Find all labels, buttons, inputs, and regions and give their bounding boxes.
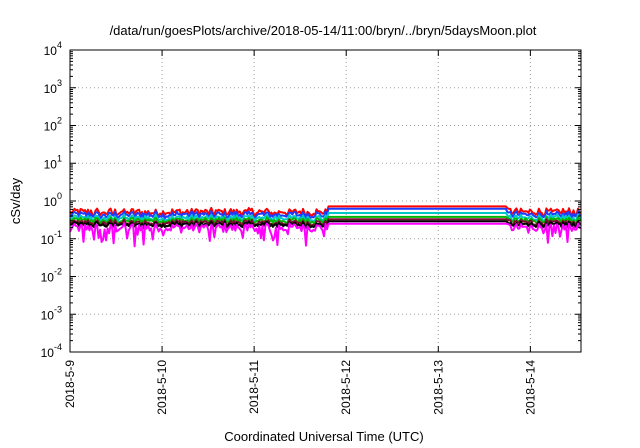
y-tick-exponent: 3 (57, 78, 62, 88)
y-tick-label: 100 (44, 191, 62, 209)
y-tick-exponent: 4 (57, 40, 62, 50)
y-tick-base: 10 (44, 44, 58, 58)
y-tick-base: 10 (41, 233, 55, 247)
y-tick-label: 10-1 (41, 229, 62, 247)
series-group (69, 205, 582, 248)
y-tick-label: 10-4 (41, 342, 62, 360)
series-line (69, 218, 581, 229)
ticks (69, 49, 581, 353)
x-tick-label: 2018-5-9 (63, 360, 77, 408)
y-tick-exponent: -3 (54, 304, 62, 314)
x-tick-label: 2018-5-12 (339, 360, 353, 415)
x-tick-label: 2018-5-11 (247, 360, 261, 414)
y-tick-exponent: 2 (57, 116, 62, 126)
y-tick-label: 104 (44, 40, 62, 58)
y-tick-label: 102 (44, 116, 62, 134)
grid (70, 50, 581, 352)
y-tick-label: 101 (44, 153, 62, 171)
y-tick-base: 10 (41, 271, 55, 285)
y-tick-base: 10 (41, 346, 55, 360)
y-axis-label: cSv/day (8, 177, 23, 224)
y-tick-label: 10-3 (41, 304, 62, 322)
y-tick-exponent: -1 (54, 229, 62, 239)
y-tick-base: 10 (44, 82, 58, 96)
y-tick-exponent: -2 (54, 267, 62, 277)
y-tick-exponent: 1 (57, 153, 62, 163)
x-tick-label: 2018-5-10 (155, 360, 169, 415)
series-line (69, 207, 582, 220)
series-line (69, 222, 582, 248)
y-tick-exponent: -4 (54, 342, 62, 352)
y-tick-exponent: 0 (57, 191, 62, 201)
series-line (69, 215, 582, 227)
x-tick-label: 2018-5-14 (523, 360, 537, 415)
y-tick-label: 10-2 (41, 267, 62, 285)
y-tick-base: 10 (44, 195, 58, 209)
y-tick-base: 10 (41, 308, 55, 322)
x-axis-label: Coordinated Universal Time (UTC) (224, 429, 423, 444)
y-tick-base: 10 (44, 120, 58, 134)
x-tick-label: 2018-5-13 (431, 360, 445, 415)
chart-title: /data/run/goesPlots/archive/2018-05-14/1… (110, 23, 537, 38)
y-tick-label: 103 (44, 78, 62, 96)
x-tick-labels: 2018-5-9 2018-5-10 2018-5-11 2018-5-12 2018-… (63, 360, 537, 415)
series-line (69, 212, 582, 225)
y-tick-base: 10 (44, 157, 58, 171)
